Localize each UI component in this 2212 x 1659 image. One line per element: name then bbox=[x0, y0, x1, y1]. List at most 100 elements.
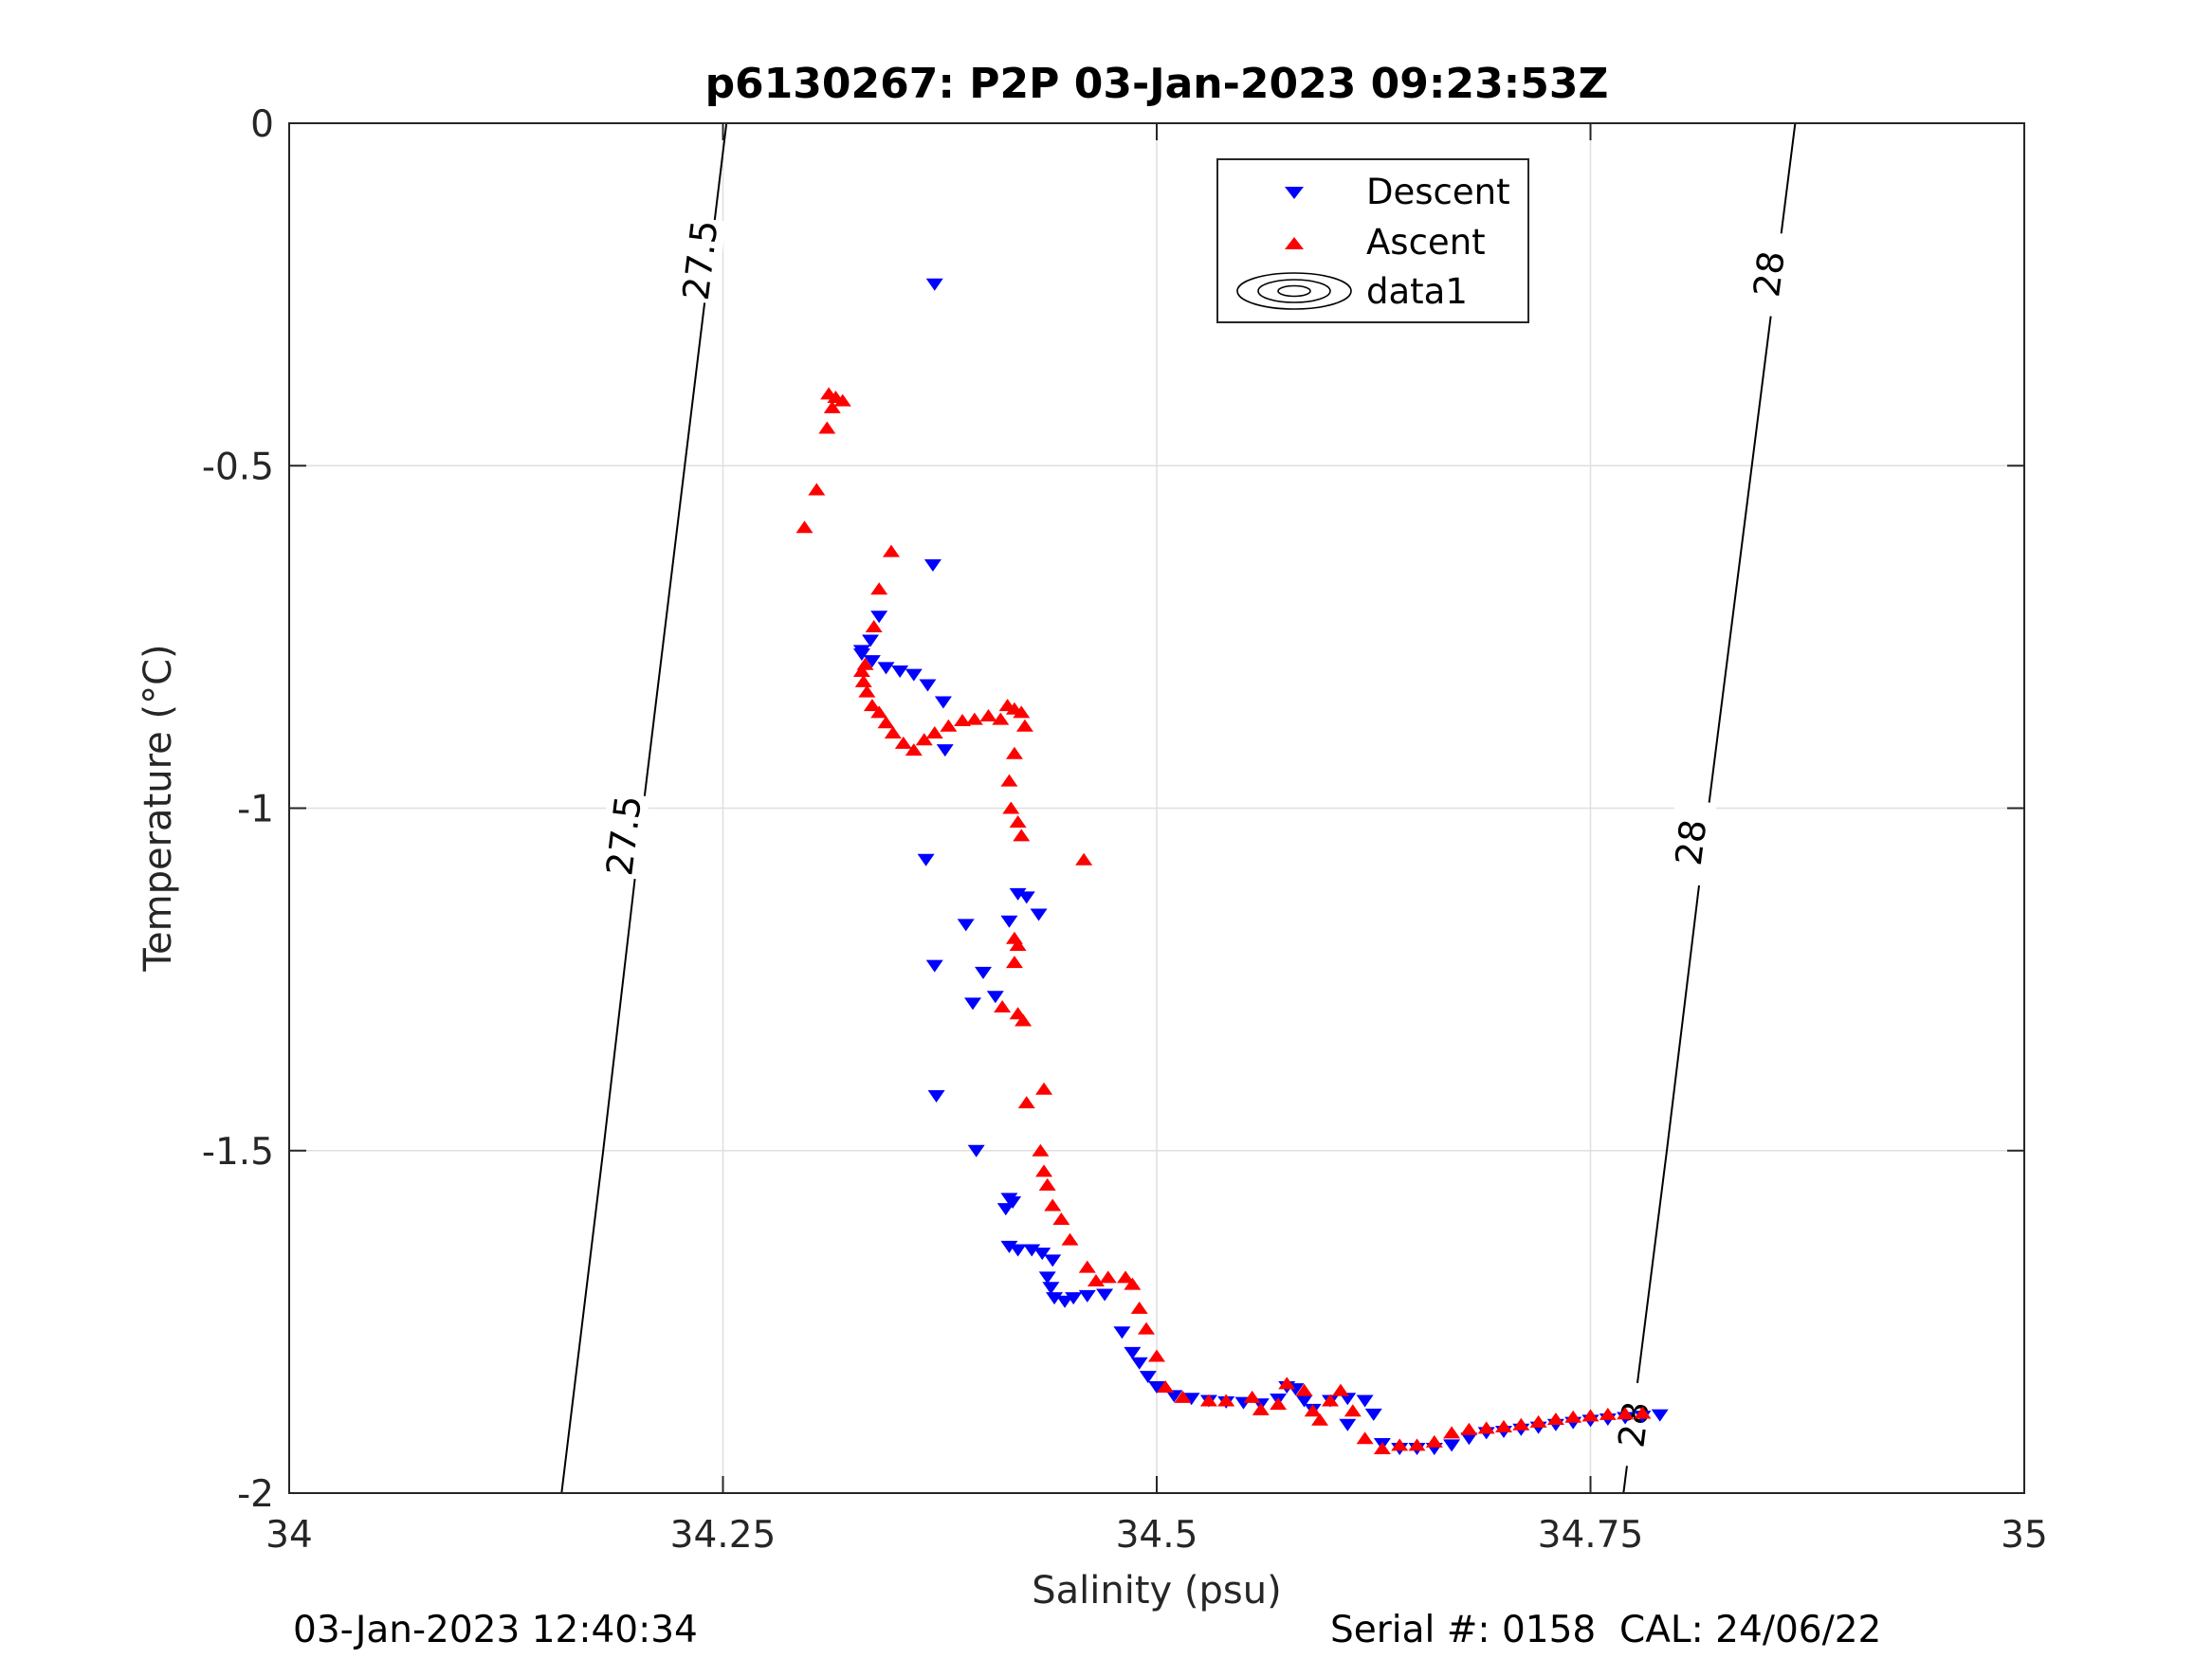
ascent-point bbox=[883, 544, 901, 557]
contour-label-group: 28 bbox=[1607, 1380, 1660, 1469]
ascent-point bbox=[1017, 1096, 1035, 1109]
x-tick-label: 34 bbox=[265, 1514, 313, 1557]
ascent-point bbox=[1546, 1412, 1564, 1425]
legend-contour-marker bbox=[1236, 272, 1352, 310]
ascent-point bbox=[1148, 1349, 1165, 1362]
ascent-point bbox=[1408, 1438, 1426, 1451]
ascent-point bbox=[1581, 1409, 1600, 1422]
ascent-point bbox=[1005, 956, 1023, 969]
legend-ascent-label: Ascent bbox=[1366, 222, 1486, 263]
ascent-point bbox=[1138, 1322, 1156, 1335]
descent-point bbox=[925, 278, 943, 291]
ascent-point bbox=[1425, 1434, 1443, 1448]
ascent-point bbox=[1443, 1426, 1461, 1439]
y-tick-label: -1 bbox=[237, 789, 274, 831]
descent-point bbox=[917, 853, 935, 866]
chart-title: p6130267: P2P 03-Jan-2023 09:23:53Z bbox=[705, 60, 1609, 108]
ascent-point bbox=[863, 699, 881, 712]
descent-point bbox=[934, 696, 952, 709]
ascent-point bbox=[818, 421, 836, 434]
descent-point bbox=[1443, 1439, 1461, 1452]
descent-point bbox=[1000, 1240, 1018, 1253]
ascent-point bbox=[833, 393, 851, 407]
descent-point bbox=[1065, 1292, 1083, 1305]
contour-label: 28 bbox=[1668, 817, 1715, 867]
ascent-point bbox=[1052, 1212, 1070, 1225]
ascent-point bbox=[858, 684, 876, 698]
descent-point bbox=[1009, 887, 1027, 901]
ascent-point bbox=[1252, 1402, 1270, 1415]
contour-label-group: 28 bbox=[1665, 798, 1717, 886]
legend-box bbox=[1216, 158, 1529, 323]
descent-point bbox=[986, 991, 1004, 1004]
legend-data1-label: data1 bbox=[1366, 271, 1468, 312]
descent-point bbox=[927, 1089, 945, 1103]
ascent-point bbox=[1038, 1177, 1056, 1191]
ascent-point bbox=[1130, 1301, 1148, 1314]
descent-point bbox=[1460, 1432, 1478, 1446]
ascent-point bbox=[1634, 1406, 1652, 1419]
ascent-point bbox=[1124, 1277, 1142, 1290]
descent-point bbox=[1078, 1289, 1096, 1303]
ascent-point bbox=[954, 714, 972, 727]
ascent-point bbox=[925, 726, 943, 739]
descent-point bbox=[1004, 1195, 1022, 1209]
ascent-point bbox=[1061, 1232, 1079, 1246]
ascent-point bbox=[1270, 1397, 1288, 1411]
descent-point bbox=[1339, 1418, 1357, 1431]
descent-point bbox=[1651, 1409, 1669, 1422]
ascent-point bbox=[1099, 1270, 1117, 1284]
y-tick-label: -0.5 bbox=[202, 446, 274, 488]
ascent-point bbox=[992, 712, 1010, 725]
ascent-point bbox=[1295, 1383, 1313, 1396]
ascent-point bbox=[795, 520, 814, 534]
ascent-point bbox=[1013, 829, 1031, 842]
descent-point bbox=[1023, 1244, 1041, 1257]
descent-point bbox=[862, 634, 880, 647]
ascent-point bbox=[1174, 1390, 1192, 1403]
ascent-point bbox=[1331, 1383, 1349, 1396]
ascent-point bbox=[1087, 1274, 1105, 1287]
ascent-point bbox=[1599, 1407, 1617, 1420]
x-tick-label: 35 bbox=[2001, 1514, 2048, 1557]
legend-descent-marker bbox=[1285, 187, 1304, 199]
ascent-point bbox=[1304, 1404, 1322, 1417]
descent-point bbox=[1113, 1326, 1131, 1340]
ascent-point bbox=[1035, 1164, 1053, 1177]
ascent-point bbox=[1015, 719, 1033, 732]
ascent-point bbox=[1117, 1270, 1135, 1284]
ascent-point bbox=[1005, 746, 1023, 759]
descent-point bbox=[1044, 1254, 1062, 1267]
descent-point bbox=[870, 611, 888, 624]
ascent-point bbox=[1243, 1390, 1261, 1403]
grid-lines bbox=[289, 123, 2024, 1493]
descent-point bbox=[1009, 1244, 1027, 1257]
y-tick-label: -1.5 bbox=[202, 1131, 274, 1174]
ascent-point bbox=[994, 1000, 1012, 1013]
ascent-point bbox=[1157, 1380, 1175, 1394]
x-tick-label: 34.5 bbox=[1116, 1514, 1198, 1557]
contour-label-gap bbox=[674, 216, 726, 304]
contour-label-gap bbox=[1607, 1380, 1660, 1469]
ascent-point bbox=[1311, 1413, 1329, 1426]
ascent-point bbox=[884, 726, 902, 739]
descent-point bbox=[1130, 1357, 1148, 1370]
ascent-point bbox=[965, 712, 983, 725]
contour-label-group: 27.5 bbox=[598, 792, 650, 880]
x-axis-label: Salinity (psu) bbox=[1032, 1569, 1281, 1613]
ascent-point bbox=[894, 736, 912, 749]
ascent-point bbox=[870, 582, 888, 595]
descent-point bbox=[1148, 1381, 1165, 1395]
descent-point bbox=[1139, 1371, 1157, 1384]
ascent-point bbox=[877, 716, 895, 729]
ascent-point bbox=[823, 400, 841, 413]
contour-label: 28 bbox=[1610, 1399, 1657, 1449]
descent-point bbox=[891, 665, 909, 678]
legend: Descent Ascent data1 bbox=[1216, 158, 1529, 323]
descent-point bbox=[1165, 1390, 1183, 1403]
ascent-point bbox=[870, 705, 888, 719]
descent-point bbox=[967, 1144, 985, 1158]
descent-point bbox=[925, 959, 943, 973]
descent-point bbox=[1364, 1408, 1382, 1421]
